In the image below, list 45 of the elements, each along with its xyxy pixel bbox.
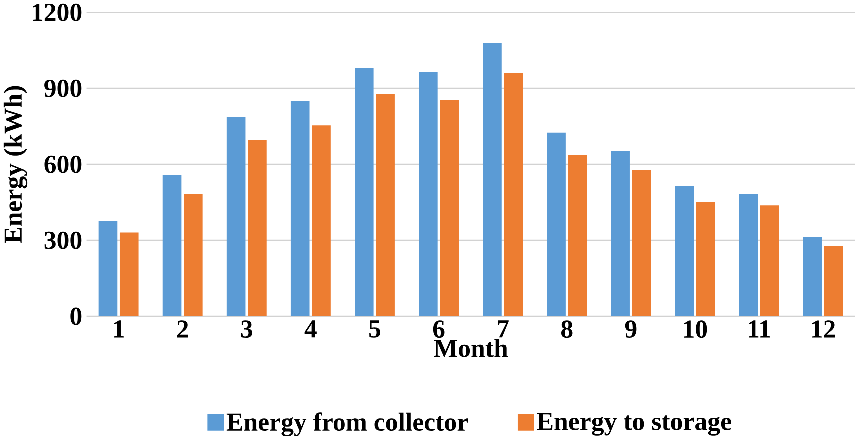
x-tick-label: 4 [304, 320, 317, 338]
legend-label: Energy from collector [226, 412, 468, 436]
bar [120, 232, 139, 316]
bar [675, 186, 694, 316]
x-tick-label: 5 [370, 320, 380, 338]
bar [696, 202, 716, 316]
bar [632, 170, 652, 316]
bar [98, 220, 118, 316]
x-tick-label: 1 [114, 320, 124, 338]
bar [611, 151, 630, 316]
bar [376, 94, 395, 316]
bar [803, 237, 822, 316]
x-tick-label: 2 [177, 320, 188, 338]
bar [355, 68, 374, 316]
y-tick-label: 900 [44, 80, 82, 98]
x-tick-label: 7 [498, 320, 509, 338]
bar [290, 100, 310, 316]
x-tick-label: 6 [433, 320, 445, 338]
bar [162, 175, 182, 316]
bar [483, 42, 502, 316]
x-tick-label: 11 [749, 320, 770, 338]
x-tick-label: 3 [241, 320, 252, 338]
bar [226, 116, 246, 316]
bar [824, 246, 844, 316]
x-axis-title: Month [434, 339, 508, 358]
x-tick-label: 8 [562, 320, 573, 338]
bar [504, 73, 524, 316]
y-axis-title: Energy (kWh) [4, 86, 28, 244]
bar [248, 140, 267, 316]
y-tick-label: 0 [70, 308, 82, 326]
x-tick-label: 9 [625, 320, 637, 338]
bar [568, 155, 588, 316]
bar [312, 125, 331, 316]
bar [440, 100, 459, 316]
bar [760, 205, 780, 316]
y-tick-label: 1200 [32, 4, 82, 22]
x-tick-label: 12 [812, 320, 836, 338]
legend-label: Energy to storage [537, 413, 732, 436]
bar [739, 194, 758, 316]
x-tick-label: 10 [684, 320, 708, 338]
y-tick-label: 300 [44, 232, 82, 250]
bar [419, 72, 438, 316]
bar [547, 132, 566, 316]
y-tick-label: 600 [44, 156, 82, 174]
bar [184, 194, 203, 316]
